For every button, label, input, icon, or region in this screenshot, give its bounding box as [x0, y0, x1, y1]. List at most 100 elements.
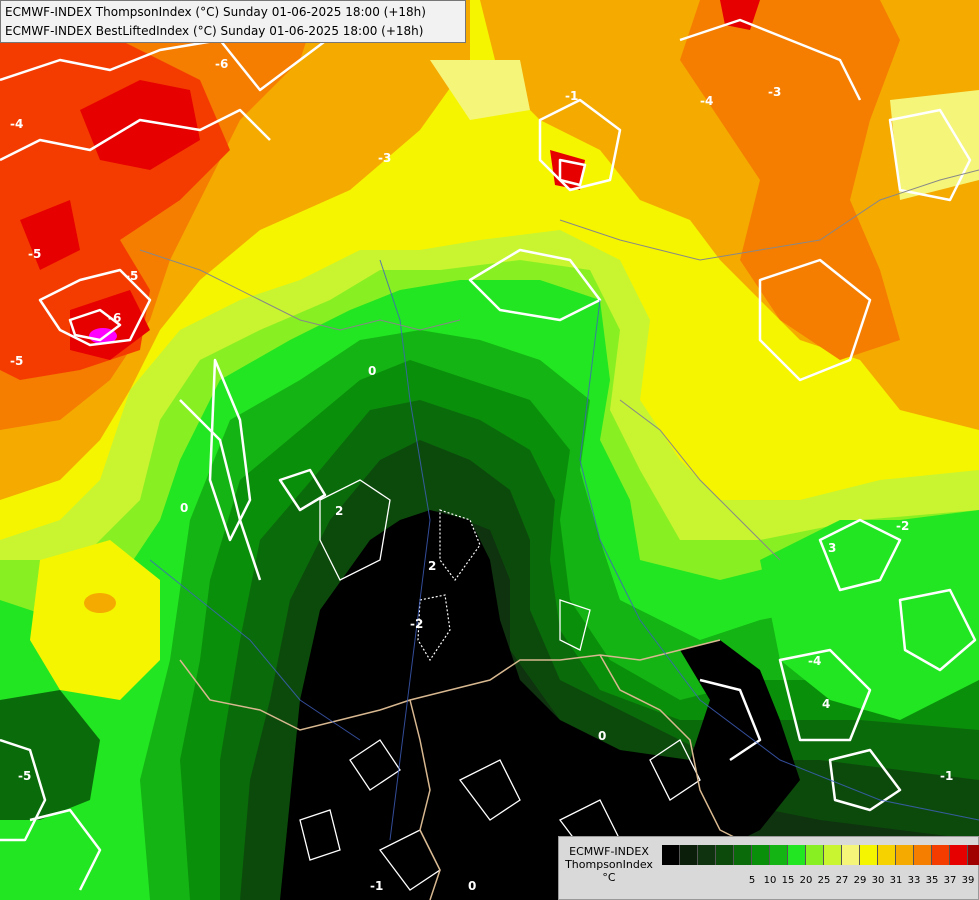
map-title-box: ECMWF-INDEX ThompsonIndex (°C) Sunday 01…	[0, 0, 466, 43]
contour-label: 0	[468, 879, 476, 893]
contour-label: -1	[940, 769, 953, 783]
legend-swatches	[662, 845, 979, 865]
contour-line	[319, 479, 391, 581]
contour-label: -5	[18, 769, 31, 783]
field-green-east	[760, 510, 979, 720]
contour-line	[38, 268, 152, 347]
grey-borders	[139, 169, 979, 561]
legend-tick-label: 25	[817, 875, 831, 886]
map-title-line-1: ECMWF-INDEX ThompsonIndex (°C) Sunday 01…	[5, 5, 426, 19]
country-border	[409, 699, 441, 900]
legend-caption: ECMWF-INDEX ThompsonIndex °C	[559, 845, 659, 884]
contour-line	[758, 258, 872, 382]
contour-line	[898, 588, 977, 672]
contour-line	[459, 759, 521, 821]
field-lightyellow-2	[890, 90, 979, 200]
contour-line	[818, 518, 902, 592]
legend-swatch	[806, 845, 824, 865]
legend-tick-label: 30	[871, 875, 885, 886]
legend-swatch	[968, 845, 979, 865]
legend-swatch	[914, 845, 932, 865]
contour-line	[278, 468, 327, 512]
contour-line	[888, 108, 972, 202]
field-black	[280, 510, 800, 900]
legend-tick-label: 15	[781, 875, 795, 886]
legend-swatch	[788, 845, 806, 865]
legend-swatch	[824, 845, 842, 865]
legend-parameter: ThompsonIndex	[565, 858, 653, 871]
legend-tick-label: 33	[907, 875, 921, 886]
legend-tick-label: 39	[961, 875, 975, 886]
contour-line	[679, 18, 862, 101]
country-border	[139, 249, 461, 331]
contour-line	[649, 739, 701, 801]
legend-swatch	[860, 845, 878, 865]
contour-label: -4	[10, 117, 23, 131]
country-border	[619, 399, 781, 561]
country-border	[559, 169, 979, 261]
contour-line	[68, 308, 122, 342]
contour-line	[0, 738, 47, 842]
contour-label: 0	[180, 501, 188, 515]
contour-line	[699, 678, 762, 762]
legend-swatch	[878, 845, 896, 865]
legend-swatch	[698, 845, 716, 865]
legend-swatch	[932, 845, 950, 865]
field-darkgreen-southwest	[0, 690, 100, 820]
contour-label: -1	[565, 89, 578, 103]
river	[379, 259, 431, 841]
contour-lines	[0, 8, 977, 891]
country-border	[599, 654, 761, 851]
contour-label: -2	[896, 519, 909, 533]
legend-swatch	[752, 845, 770, 865]
contour-label: 0	[368, 364, 376, 378]
field-darkorange-east	[680, 0, 900, 360]
legend-tick-label: 5	[748, 875, 756, 886]
contour-label: -4	[700, 94, 713, 108]
field-lightyellow-1	[430, 60, 530, 120]
borders	[179, 639, 761, 900]
legend-swatch	[734, 845, 752, 865]
river	[579, 299, 979, 821]
contour-label: -1	[370, 879, 383, 893]
contour-line	[558, 158, 587, 187]
contour-label: 4	[822, 697, 830, 711]
contour-label: -4	[808, 654, 821, 668]
contour-line	[828, 748, 902, 812]
legend-ticks: 51015202527293031333537394045505560	[743, 875, 979, 886]
field-yellow-west-blob	[30, 540, 160, 700]
legend-swatch	[662, 845, 680, 865]
contour-line	[179, 399, 262, 581]
contour-label: -6	[108, 311, 121, 325]
contour-label: -2	[410, 617, 423, 631]
contour-label: 2	[428, 559, 436, 573]
contour-line	[0, 108, 271, 162]
dotted-contour	[417, 594, 451, 662]
map-title-line-2: ECMWF-INDEX BestLiftedIndex (°C) Sunday …	[5, 24, 424, 38]
contour-line	[29, 808, 102, 891]
dotted-contours	[417, 509, 481, 662]
contour-line	[349, 739, 401, 791]
contour-label: -5	[28, 247, 41, 261]
contour-label: 3	[828, 541, 836, 555]
contour-label: -3	[768, 85, 781, 99]
contour-label: -5	[125, 269, 138, 283]
legend-tick-label: 27	[835, 875, 849, 886]
legend-tick-label: 37	[943, 875, 957, 886]
contour-line	[778, 648, 872, 742]
legend-swatch	[716, 845, 734, 865]
country-border	[179, 639, 721, 731]
rivers	[149, 259, 979, 841]
contour-labels: -6 -5 -4 -3 -5 -5 -6 0 -1 0 2 -2 3 4 -2 …	[10, 57, 953, 893]
legend-tick-label: 10	[763, 875, 777, 886]
contour-label: 0	[598, 729, 606, 743]
legend-swatch	[770, 845, 788, 865]
legend-swatch	[950, 845, 968, 865]
contour-line	[538, 98, 622, 192]
color-legend: ECMWF-INDEX ThompsonIndex °C 5 10 15 20 25 27…	[558, 836, 979, 900]
contour-label: 2	[335, 504, 343, 518]
river	[149, 559, 361, 741]
contour-label: -5	[10, 354, 23, 368]
